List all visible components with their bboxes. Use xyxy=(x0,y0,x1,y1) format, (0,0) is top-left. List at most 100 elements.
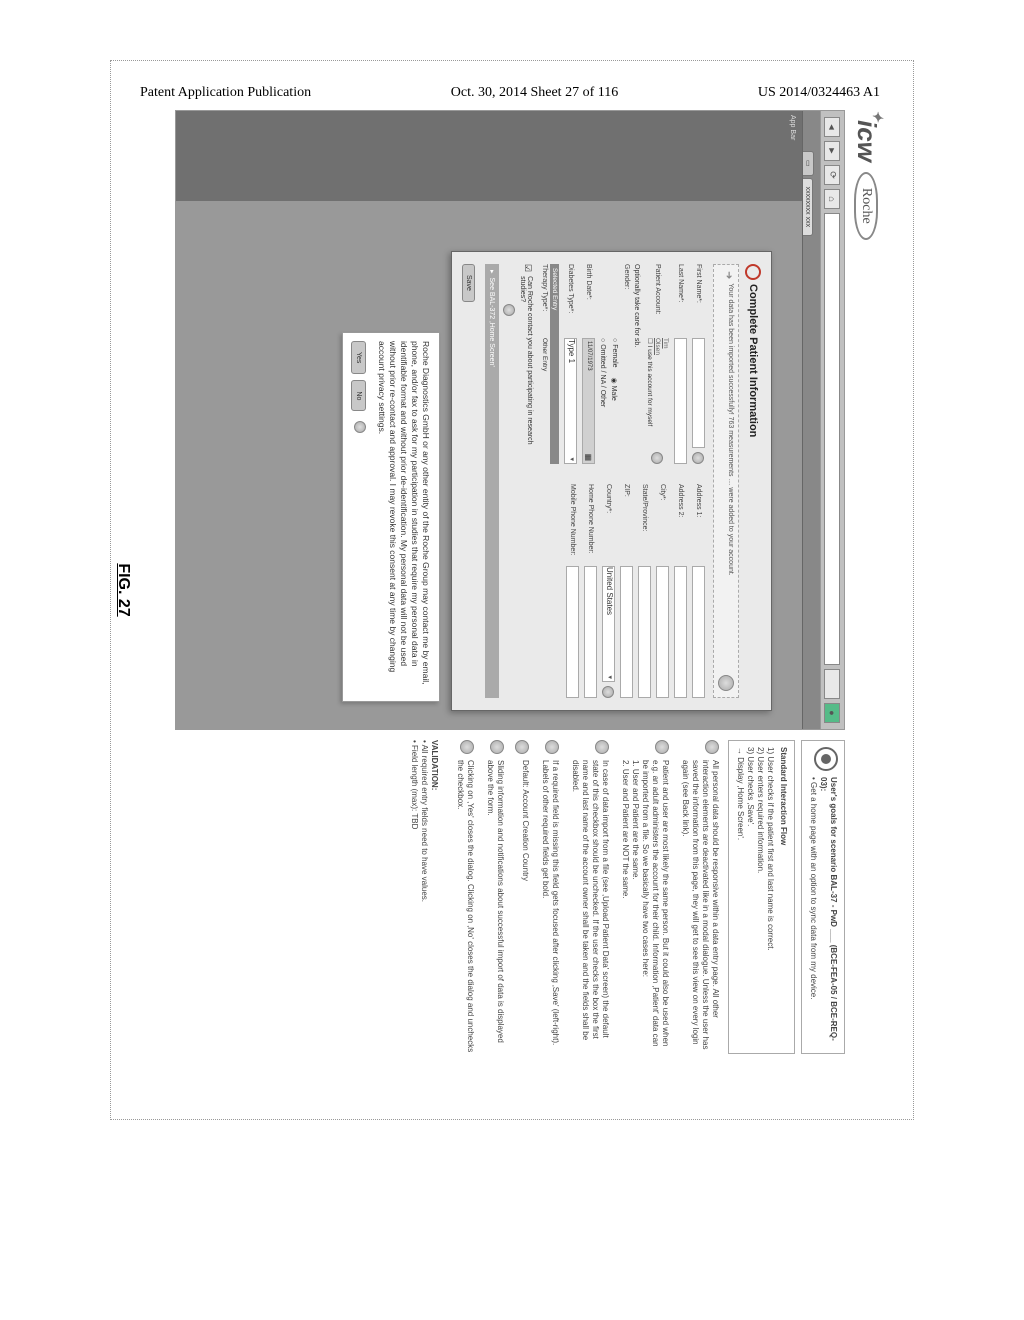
pub-left: Patent Application Publication xyxy=(140,85,311,101)
gender-row2[interactable]: Omitted / NA / Other xyxy=(599,264,606,464)
inp-zip[interactable] xyxy=(620,566,633,698)
lbl-birth: Birth Date*: xyxy=(585,264,592,334)
inp-state[interactable] xyxy=(638,566,651,698)
flow-steps: 1) User checks if the patient first and … xyxy=(735,747,775,1047)
yes-button[interactable]: Yes xyxy=(351,341,366,374)
form-left: First Name*: Last Name*: Patient Account… xyxy=(505,264,705,464)
figure-label: FIG. 27 xyxy=(114,110,132,1070)
acct-l1: Tim xyxy=(661,338,669,448)
lbl-diab: Diabetes Type*: xyxy=(567,264,574,334)
note-5: Default: Account Creation Country xyxy=(515,760,530,881)
form-right: Address 1: Address 2: City*: State/Provi… xyxy=(505,484,705,698)
lbl-a1: Address 1: xyxy=(695,484,702,562)
opt-other[interactable]: Omitted / NA / Other xyxy=(599,338,606,407)
anno-goals: User's goals for scenario BAL-37 - PwD _… xyxy=(801,740,845,1054)
validation-title: VALIDATION: xyxy=(429,740,439,1054)
bullet-5 xyxy=(515,740,529,754)
lbl-zip: ZIP: xyxy=(623,484,630,562)
home-button[interactable]: ⌂ xyxy=(825,189,841,209)
logo-row: icw Roche xyxy=(851,120,882,1070)
roche-logo: Roche xyxy=(855,172,879,240)
opt-male[interactable]: Male xyxy=(610,378,618,401)
inp-ther[interactable]: Other Entry xyxy=(541,338,548,464)
research-check[interactable]: Can Roche contact you about participatin… xyxy=(519,264,533,464)
opt-female[interactable]: Female xyxy=(610,338,618,368)
form-columns: First Name*: Last Name*: Patient Account… xyxy=(505,264,705,698)
no-button[interactable]: No xyxy=(351,380,366,411)
back-button[interactable]: ◄ xyxy=(825,117,841,137)
sel-entry: Selected Entry xyxy=(550,264,559,464)
inp-last[interactable] xyxy=(674,338,687,464)
inp-mphone[interactable] xyxy=(566,566,579,698)
consent-popup: Roche Diagnostics GmbH or any other enti… xyxy=(342,332,440,702)
button-row: Save xyxy=(462,264,475,698)
reload-button[interactable]: ⟳ xyxy=(825,165,841,185)
app-sidebar: App Bar xyxy=(176,111,802,201)
collapse-label: See BAL-372 ‚Home Screen' xyxy=(488,278,495,367)
lbl-a2: Address 2: xyxy=(677,484,684,562)
acct-chk[interactable]: ☐ I use this account for myself xyxy=(646,338,654,448)
inp-a1[interactable] xyxy=(692,566,705,698)
note-7: Clicking on ‚Yes' closes the dialog. Cli… xyxy=(455,760,475,1054)
goals-item: • Get a home page with an option to sync… xyxy=(808,777,818,1047)
sidebar-title: App Bar xyxy=(789,115,796,197)
eye-icon xyxy=(814,747,838,771)
window-close[interactable]: ● xyxy=(825,703,841,723)
consent-text: Roche Diagnostics GmbH or any other enti… xyxy=(376,341,431,693)
lbl-mphone: Mobile Phone Number: xyxy=(569,484,576,562)
bullet-4 xyxy=(545,740,559,754)
callout-7a xyxy=(503,304,515,316)
modal-title: Complete Patient Information xyxy=(745,264,761,698)
inp-hphone[interactable] xyxy=(584,566,597,698)
lbl-first: First Name*: xyxy=(695,264,702,334)
inp-city[interactable] xyxy=(656,566,669,698)
note-6: Sliding information and notifications ab… xyxy=(485,760,505,1054)
callout-3 xyxy=(651,452,663,464)
bullet-3 xyxy=(595,740,609,754)
tab-active[interactable]: xxxxxxxx xxx xyxy=(803,178,813,236)
rotated-figure: icw Roche ◄ ► ⟳ ⌂ ● ▭ xxxxxxxx xxx App B… xyxy=(142,110,882,1070)
browser-mockup: ◄ ► ⟳ ⌂ ● ▭ xxxxxxxx xxx App Bar Complet… xyxy=(175,110,845,730)
inp-a2[interactable] xyxy=(674,566,687,698)
research-label: Can Roche contact you about participatin… xyxy=(519,276,533,464)
icw-logo: icw xyxy=(851,120,882,162)
lbl-hphone: Home Phone Number: xyxy=(587,484,594,562)
callout-5 xyxy=(603,686,615,698)
lbl-gender: Gender: xyxy=(623,264,630,334)
fwd-button[interactable]: ► xyxy=(825,141,841,161)
inp-diab[interactable]: Type 1 xyxy=(564,338,577,464)
search-box[interactable] xyxy=(825,669,841,699)
tab-strip: ▭ xxxxxxxx xxx xyxy=(802,111,820,729)
url-bar[interactable] xyxy=(825,213,841,665)
note-3: In case of data import from a file (see … xyxy=(570,760,610,1054)
note-1: All personal data should be responsive w… xyxy=(680,760,720,1054)
validation-body: • All required entry fields need to have… xyxy=(409,740,429,1054)
bullet-2 xyxy=(655,740,669,754)
bullet-1 xyxy=(705,740,719,754)
tab-1[interactable]: ▭ xyxy=(803,151,814,176)
publication-header: Patent Application Publication Oct. 30, … xyxy=(140,85,880,101)
lbl-ther: Therapy Type*: xyxy=(541,264,548,334)
bullet-7 xyxy=(460,740,474,754)
patient-info-modal: Complete Patient Information Your data h… xyxy=(451,251,772,711)
lbl-country: Country*: xyxy=(605,484,612,562)
flow-title: Standard Interaction Flow xyxy=(778,747,788,1047)
browser-toolbar: ◄ ► ⟳ ⌂ ● xyxy=(820,111,844,729)
collapse-home[interactable]: See BAL-372 ‚Home Screen' xyxy=(485,264,499,698)
banner-text: Your data has been imported successfully… xyxy=(718,283,734,575)
acct-l2: Olsen xyxy=(653,338,661,448)
inp-birth[interactable]: 11/07/1973 xyxy=(582,338,595,464)
inp-country[interactable]: United States xyxy=(602,566,615,682)
content-area: Complete Patient Information Your data h… xyxy=(176,201,802,729)
note-4: If a required field is missing this fiel… xyxy=(540,760,560,1054)
save-button[interactable]: Save xyxy=(462,264,475,302)
pub-center: Oct. 30, 2014 Sheet 27 of 116 xyxy=(451,85,618,101)
note-2: Patient and user are most likely the sam… xyxy=(620,760,670,1054)
goals-title: User's goals for scenario BAL-37 - PwD _… xyxy=(818,777,838,1047)
gender-row1[interactable]: Female Male xyxy=(610,264,618,464)
lbl-state: State/Province: xyxy=(641,484,648,562)
pub-right: US 2014/0324463 A1 xyxy=(758,85,880,101)
inp-first[interactable] xyxy=(692,338,705,448)
callout-7b xyxy=(354,421,366,433)
lbl-acct: Patient Account: xyxy=(654,264,661,334)
